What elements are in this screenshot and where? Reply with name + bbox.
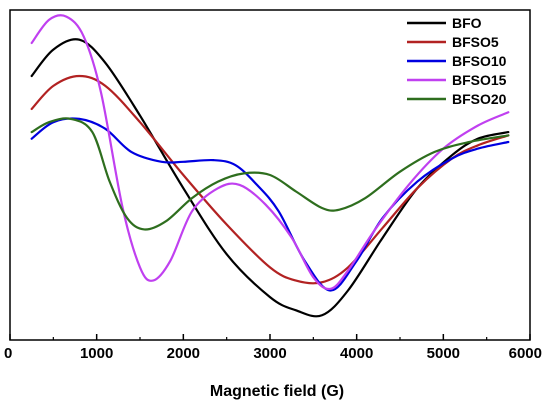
x-tick-label: 0: [4, 345, 12, 362]
x-tick-label: 5000: [427, 345, 460, 362]
legend: BFO BFSO5 BFSO10 BFSO15 BFSO20: [407, 15, 507, 107]
series-line-bfso10: [30, 117, 510, 292]
series-line-bfso5: [30, 74, 510, 285]
x-tick-label: 1000: [80, 345, 113, 362]
x-tick-label: 4000: [340, 345, 373, 362]
legend-label-bfso15: BFSO15: [452, 72, 507, 88]
series-line-bfso20: [30, 117, 510, 231]
x-axis-ticks: [9, 334, 531, 340]
legend-label-bfso10: BFSO10: [452, 53, 507, 69]
legend-label-bfo: BFO: [452, 15, 482, 31]
plot-lines: [30, 14, 510, 318]
series-line-bfo: [30, 38, 510, 318]
x-tick-label: 3000: [253, 345, 286, 362]
x-axis-title: Magnetic field (G): [210, 383, 344, 400]
series-line-bfso15: [30, 14, 510, 291]
x-tick-label: 2000: [167, 345, 200, 362]
legend-label-bfso5: BFSO5: [452, 34, 499, 50]
x-tick-label: 6000: [509, 345, 542, 362]
x-axis-tick-labels: 0 1000 2000 3000 4000 5000 6000: [4, 345, 542, 362]
legend-label-bfso20: BFSO20: [452, 91, 507, 107]
